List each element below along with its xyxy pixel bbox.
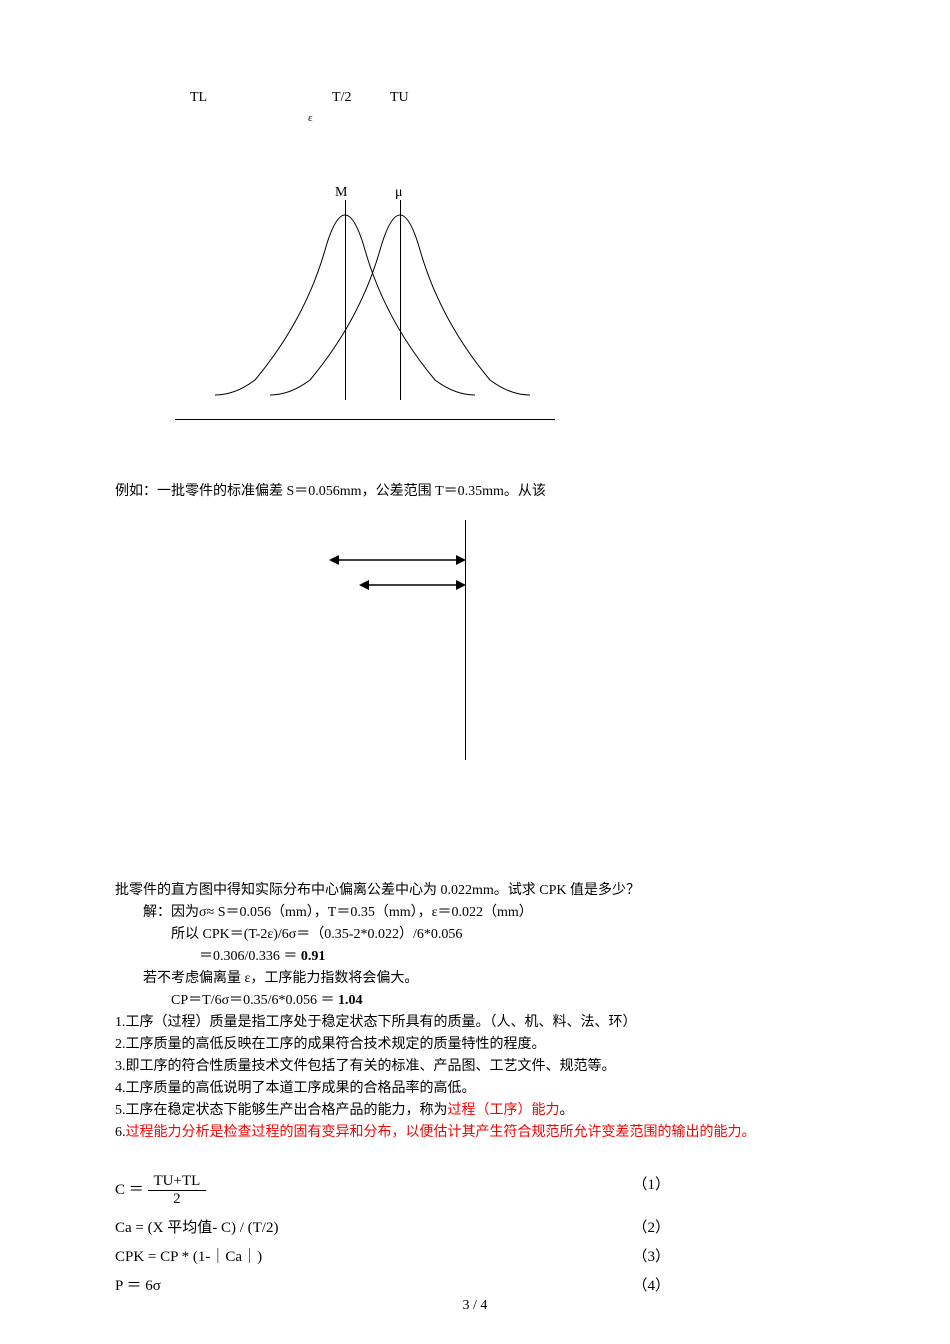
baseline: [175, 419, 555, 420]
body-line2: 解：因为σ≈ S＝0.056（mm），T＝0.35（mm），ε＝0.022（mm…: [115, 902, 850, 923]
top-labels: TL T/2 TU ε: [115, 90, 850, 140]
body-item3: 3.即工序的符合性质量技术文件包括了有关的标准、产品图、工艺文件、规范等。: [115, 1056, 850, 1077]
body-item5: 5.工序在稳定状态下能够生产出合格产品的能力，称为过程（工序）能力。: [115, 1100, 850, 1121]
body-line6b: 1.04: [338, 993, 363, 1008]
label-tl: TL: [190, 90, 207, 106]
formula-1: C ＝ TU+TL 2 （1）: [115, 1173, 850, 1208]
example-intro: 例如：一批零件的标准偏差 S＝0.056mm，公差范围 T＝0.35mm。从该: [115, 480, 850, 500]
formula-1-num: TU+TL: [148, 1173, 207, 1191]
formula-1-right: （1）: [632, 1173, 670, 1208]
body-line4b: 0.91: [301, 949, 326, 964]
bell-curves: [175, 200, 555, 400]
arrow-diagram: [335, 520, 535, 760]
formula-4-left: P ＝ 6σ: [115, 1274, 161, 1295]
body-item1: 1.工序（过程）质量是指工序处于稳定状态下所具有的质量。（人、机、料、法、环）: [115, 1012, 850, 1033]
body-line6: CP＝T/6σ＝0.35/6*0.056 ＝ 1.04: [115, 990, 850, 1011]
formula-2-right: （2）: [632, 1216, 670, 1237]
arrow-lower: [355, 575, 515, 615]
formula-3-right: （3）: [632, 1245, 670, 1266]
body-item6a: 6.: [115, 1125, 126, 1140]
formula-3-left: CPK = CP * (1-｜Ca｜): [115, 1245, 262, 1266]
body-line5: 若不考虑偏离量 ε，工序能力指数将会偏大。: [115, 968, 850, 989]
tolerance-diagram: M μ: [175, 200, 555, 420]
formula-2-left: Ca = (X 平均值- C) / (T/2): [115, 1216, 278, 1237]
formula-2: Ca = (X 平均值- C) / (T/2) （2）: [115, 1216, 850, 1237]
body-item5b: 过程（工序）能力: [448, 1103, 560, 1118]
formulas: C ＝ TU+TL 2 （1） Ca = (X 平均值- C) / (T/2) …: [115, 1173, 850, 1295]
body-item4: 4.工序质量的高低说明了本道工序成果的合格品率的高低。: [115, 1078, 850, 1099]
body-line3: 所以 CPK＝(T-2ε)/6σ＝（0.35-2*0.022）/6*0.056: [115, 924, 850, 945]
label-tu: TU: [390, 90, 409, 106]
formula-3: CPK = CP * (1-｜Ca｜) （3）: [115, 1245, 850, 1266]
page-number: 3 / 4: [0, 1298, 950, 1314]
label-mu: μ: [395, 185, 403, 201]
formula-4: P ＝ 6σ （4）: [115, 1274, 850, 1295]
label-eps: ε: [308, 112, 313, 124]
label-m: M: [335, 185, 347, 201]
body-line4: ＝0.306/0.336 ＝ 0.91: [115, 946, 850, 967]
body-item6: 6.过程能力分析是检查过程的固有变异和分布，以便估计其产生符合规范所允许变差范围…: [115, 1122, 850, 1143]
body-item2: 2.工序质量的高低反映在工序的成果符合技术规定的质量特性的程度。: [115, 1034, 850, 1055]
formula-1-left: C ＝ TU+TL 2: [115, 1173, 206, 1208]
body-item5a: 5.工序在稳定状态下能够生产出合格产品的能力，称为: [115, 1103, 448, 1118]
body-item5c: 。: [560, 1103, 574, 1118]
formula-1-frac: TU+TL 2: [148, 1173, 207, 1208]
body-item6b: 过程能力分析是检查过程的固有变异和分布，以便估计其产生符合规范所允许变差范围的输…: [126, 1125, 756, 1140]
body-line6a: CP＝T/6σ＝0.35/6*0.056 ＝: [171, 993, 338, 1008]
body-line4a: ＝0.306/0.336 ＝: [199, 949, 301, 964]
body-text: 批零件的直方图中得知实际分布中心偏离公差中心为 0.022mm。试求 CPK 值…: [115, 880, 850, 1143]
body-line1: 批零件的直方图中得知实际分布中心偏离公差中心为 0.022mm。试求 CPK 值…: [115, 880, 850, 901]
formula-1-den: 2: [148, 1191, 207, 1208]
label-t2: T/2: [332, 90, 351, 106]
formula-4-right: （4）: [632, 1274, 670, 1295]
formula-1-pre: C ＝: [115, 1182, 144, 1198]
